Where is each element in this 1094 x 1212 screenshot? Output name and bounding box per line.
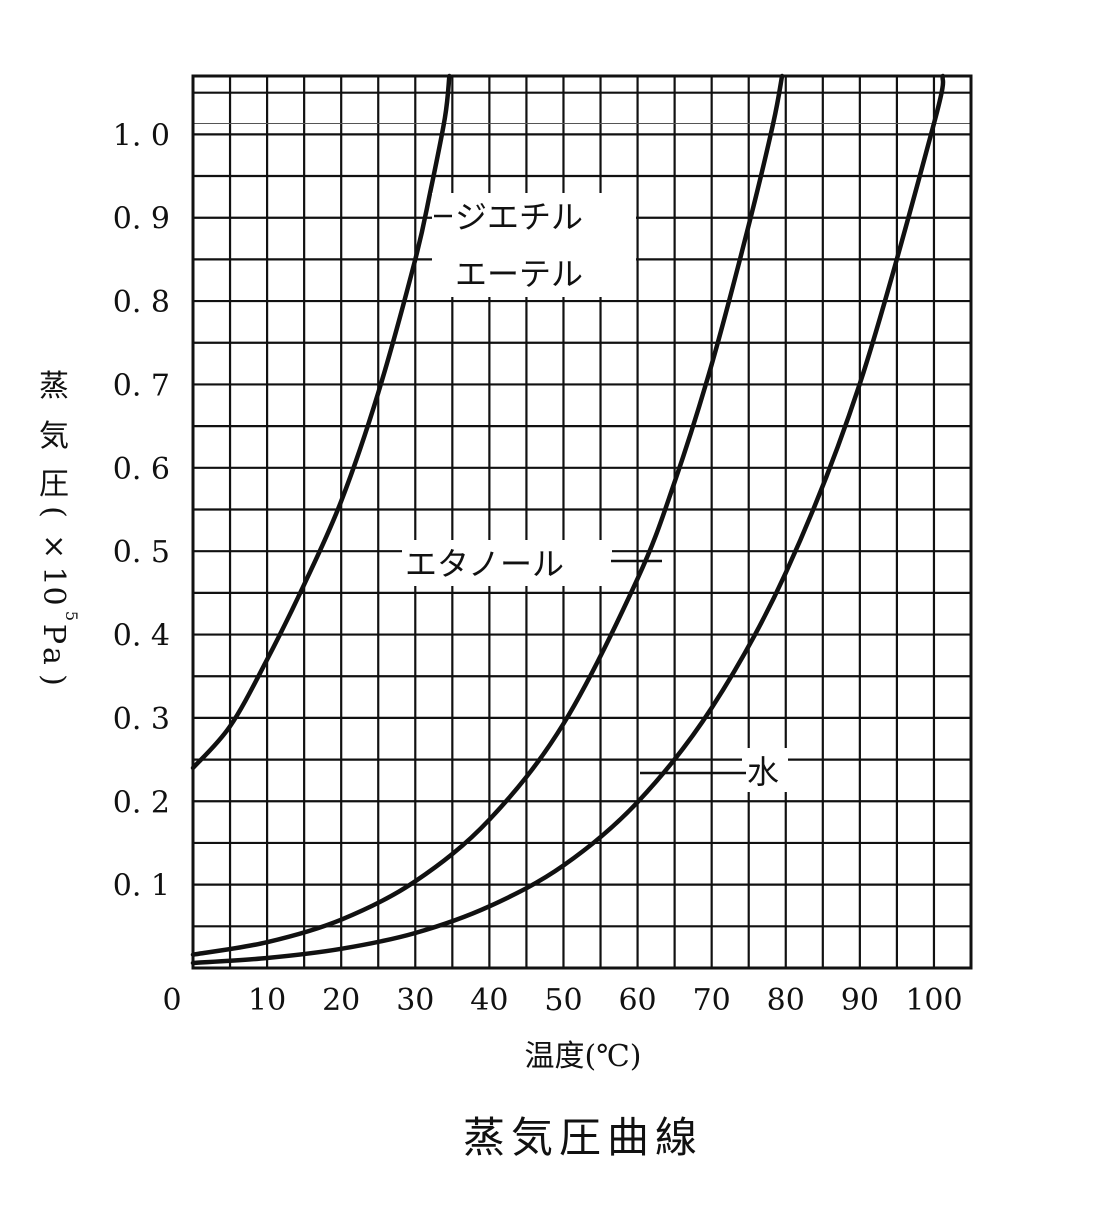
y-tick-label: 0. 8 — [113, 285, 170, 320]
y-axis-title-char: a — [36, 647, 71, 665]
y-axis-title-char: 5 — [62, 611, 81, 621]
y-tick-label: 0. 6 — [113, 452, 170, 487]
y-tick-labels: 0. 1 0. 2 0. 3 0. 4 0. 5 0. 6 0. 7 0. 8 0. 9 1. 0 — [113, 118, 170, 903]
series-line-ethanol — [190, 73, 785, 957]
y-tick-label: 0. 5 — [113, 535, 170, 570]
y-axis-title-char: 圧 — [39, 467, 69, 502]
y-axis-title-char: 0 — [36, 586, 71, 605]
series-label-water: 水 — [747, 753, 779, 791]
grid-minor — [193, 76, 971, 968]
y-axis-title: 蒸気圧 ( × 10 5 Pa) — [36, 369, 81, 686]
y-axis-title-char: P — [36, 624, 71, 644]
x-tick-label: 0 — [162, 983, 181, 1018]
x-tick-label: 70 — [693, 983, 731, 1018]
label-background — [742, 748, 788, 792]
x-tick-label: 10 — [248, 983, 286, 1018]
y-axis-title-char: 蒸 — [39, 369, 69, 404]
y-axis-title-char: 気 — [39, 419, 69, 454]
y-tick-label: 0. 4 — [113, 619, 170, 654]
y-tick-label: 0. 9 — [113, 202, 170, 237]
series-label-diethyl-ether-line2: エーテル — [455, 255, 583, 293]
series-label-diethyl-ether-line1: ジエチル — [455, 198, 583, 236]
x-tick-label: 20 — [322, 983, 360, 1018]
x-axis-title: 温度(℃) — [525, 1039, 642, 1074]
label-background — [432, 193, 636, 297]
plot-frame — [191, 74, 973, 970]
x-tick-label: 60 — [618, 983, 656, 1018]
y-tick-label: 0. 7 — [113, 368, 170, 403]
x-tick-label: 90 — [841, 983, 879, 1018]
series-label-ethanol: エタノール — [405, 545, 564, 583]
series-line-water — [190, 73, 946, 966]
y-axis-title-char: 1 — [36, 566, 71, 585]
y-tick-label: 0. 1 — [113, 869, 170, 904]
chart-title: 蒸気圧曲線 — [463, 1113, 703, 1162]
y-tick-label: 1. 0 — [113, 118, 170, 153]
x-tick-label: 40 — [470, 983, 508, 1018]
x-tick-labels: 0 10 20 30 40 50 60 70 80 90 100 — [162, 983, 962, 1018]
x-tick-label: 100 — [905, 983, 962, 1018]
series-layer — [190, 73, 946, 966]
series-line-diethyl-ether — [190, 73, 452, 771]
x-tick-label: 80 — [767, 983, 805, 1018]
y-tick-label: 0. 3 — [113, 702, 170, 737]
x-tick-label: 30 — [396, 983, 434, 1018]
x-tick-label: 50 — [544, 983, 582, 1018]
y-axis-title-char: × — [41, 529, 66, 564]
y-tick-label: 0. 2 — [113, 785, 170, 820]
y-axis-title-char: ( — [36, 506, 71, 518]
y-axis-title-char: ) — [36, 674, 71, 686]
label-background — [402, 540, 612, 586]
